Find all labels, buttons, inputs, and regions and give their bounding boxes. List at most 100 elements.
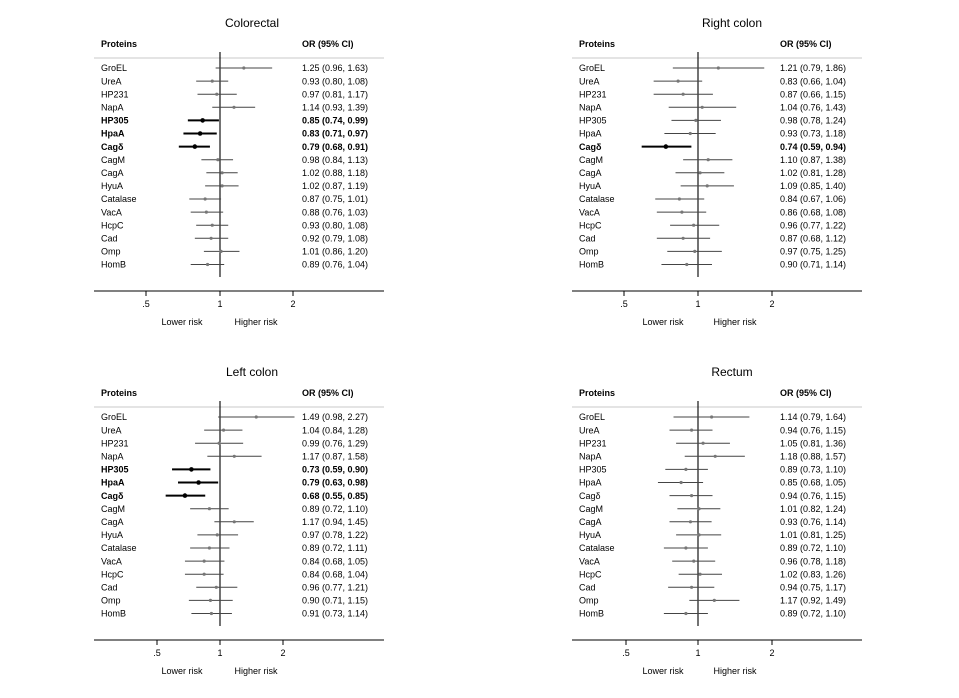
protein-label: CagA [101, 517, 124, 527]
forest-row-hcpc: HcpC 0.96 (0.77, 1.22) [579, 220, 846, 230]
or-ci-header: OR (95% CI) [302, 388, 354, 398]
point-estimate-marker [700, 105, 704, 109]
protein-label: NapA [579, 103, 602, 113]
protein-label: VacA [579, 556, 600, 566]
or-ci-value: 0.96 (0.77, 1.22) [780, 220, 846, 230]
or-ci-value: 0.89 (0.72, 1.10) [302, 504, 368, 514]
protein-label: CagM [101, 155, 125, 165]
point-estimate-marker [698, 171, 702, 175]
protein-label: UreA [101, 425, 122, 435]
or-ci-value: 1.05 (0.81, 1.36) [780, 438, 846, 448]
forest-row-hp231: HP231 1.05 (0.81, 1.36) [579, 438, 846, 448]
or-ci-value: 1.17 (0.94, 1.45) [302, 517, 368, 527]
forest-row-urea: UreA 1.04 (0.84, 1.28) [101, 425, 368, 435]
forest-row-napa: NapA 1.04 (0.76, 1.43) [579, 103, 846, 113]
point-estimate-marker [701, 441, 705, 445]
point-estimate-marker [189, 467, 194, 472]
protein-label: Omp [579, 247, 599, 257]
or-ci-value: 1.02 (0.83, 1.26) [780, 569, 846, 579]
protein-label: HyuA [101, 181, 123, 191]
point-estimate-marker [685, 262, 689, 267]
lower-risk-label: Lower risk [642, 666, 684, 676]
x-tick-label: 1 [695, 299, 700, 309]
forest-row-caga: CagA 0.93 (0.76, 1.14) [579, 517, 846, 527]
point-estimate-marker [677, 197, 681, 201]
or-ci-value: 0.87 (0.75, 1.01) [302, 194, 368, 204]
or-ci-value: 0.90 (0.71, 1.14) [780, 260, 846, 270]
forest-row-urea: UreA 0.94 (0.76, 1.15) [579, 425, 846, 435]
protein-label: UreA [579, 76, 600, 86]
point-estimate-marker [215, 533, 219, 537]
or-ci-value: 0.97 (0.78, 1.22) [302, 530, 368, 540]
protein-label: Omp [579, 596, 599, 606]
or-ci-value: 1.02 (0.87, 1.19) [302, 181, 368, 191]
point-estimate-marker [689, 428, 694, 432]
point-estimate-marker [209, 611, 214, 616]
forest-row-hp231: HP231 0.87 (0.66, 1.15) [579, 89, 846, 99]
point-estimate-marker [207, 507, 212, 511]
or-ci-value: 0.84 (0.68, 1.04) [302, 569, 368, 579]
x-tick-label: 2 [769, 299, 774, 309]
or-ci-value: 1.01 (0.81, 1.25) [780, 530, 846, 540]
protein-label: GroEL [101, 63, 127, 73]
point-estimate-marker [215, 92, 219, 96]
lower-risk-label: Lower risk [642, 317, 684, 327]
forest-row-catalase: Catalase 0.89 (0.72, 1.11) [101, 543, 367, 553]
protein-label: HcpC [101, 220, 124, 230]
protein-label: HpaA [579, 478, 602, 488]
x-tick-label: .5 [142, 299, 150, 309]
protein-label: Catalase [579, 543, 615, 553]
forest-row-homb: HomB 0.90 (0.71, 1.14) [579, 260, 846, 270]
or-ci-value: 1.04 (0.84, 1.28) [302, 425, 368, 435]
forest-row-hyua: HyuA 1.02 (0.87, 1.19) [101, 181, 368, 191]
point-estimate-marker [192, 144, 198, 149]
point-estimate-marker [232, 105, 236, 109]
protein-label: CagM [579, 504, 603, 514]
forest-row-cagm: CagM 1.10 (0.87, 1.38) [579, 155, 846, 165]
point-estimate-marker [220, 184, 224, 188]
protein-label: HpaA [579, 129, 602, 139]
protein-label: Omp [101, 596, 121, 606]
protein-label: UreA [579, 425, 600, 435]
forest-row-hyua: HyuA 1.09 (0.85, 1.40) [579, 181, 846, 191]
forest-row-caga: CagA 1.02 (0.81, 1.28) [579, 168, 846, 178]
or-ci-value: 1.04 (0.76, 1.43) [780, 103, 846, 113]
point-estimate-marker [208, 598, 213, 602]
x-tick-label: 2 [290, 299, 295, 309]
protein-label: Cagδ [579, 142, 602, 152]
proteins-header: Proteins [101, 388, 137, 398]
forest-row-hp231: HP231 0.99 (0.76, 1.29) [101, 438, 368, 448]
x-tick-label: 1 [695, 648, 700, 658]
protein-label: HpaA [101, 129, 125, 139]
forest-row-omp: Omp 1.17 (0.92, 1.49) [579, 596, 846, 606]
point-estimate-marker [207, 546, 212, 550]
protein-label: VacA [101, 556, 122, 566]
point-estimate-marker [713, 454, 717, 458]
protein-label: CagM [579, 155, 603, 165]
forest-row-omp: Omp 0.97 (0.75, 1.25) [579, 247, 846, 257]
or-ci-value: 1.49 (0.98, 2.27) [302, 412, 368, 422]
or-ci-value: 0.74 (0.59, 0.94) [780, 142, 846, 152]
panel-title: Right colon [702, 16, 762, 30]
forest-row-cagδ: Cagδ 0.74 (0.59, 0.94) [579, 142, 846, 152]
lower-risk-label: Lower risk [161, 317, 203, 327]
or-ci-value: 0.89 (0.72, 1.11) [302, 543, 367, 553]
forest-row-napa: NapA 1.14 (0.93, 1.39) [101, 103, 368, 113]
or-ci-value: 0.94 (0.75, 1.17) [780, 583, 846, 593]
point-estimate-marker [200, 118, 205, 123]
forest-row-homb: HomB 0.89 (0.72, 1.10) [579, 609, 846, 619]
protein-label: NapA [101, 452, 124, 462]
forest-row-cagδ: Cagδ 0.94 (0.76, 1.15) [579, 491, 846, 501]
point-estimate-marker [196, 480, 201, 485]
or-ci-value: 0.98 (0.78, 1.24) [780, 116, 846, 126]
point-estimate-marker [689, 494, 694, 498]
protein-label: GroEL [579, 412, 605, 422]
point-estimate-marker [676, 79, 680, 83]
protein-label: HomB [101, 260, 126, 270]
forest-row-vaca: VacA 0.84 (0.68, 1.05) [101, 556, 368, 566]
panel-colorectal: Colorectal Proteins OR (95% CI) .5 1 2 Lower r… [94, 16, 384, 327]
or-ci-value: 0.73 (0.59, 0.90) [302, 465, 368, 475]
panel-right-colon: Right colon Proteins OR (95% CI) .5 1 2 Lower … [572, 16, 862, 327]
proteins-header: Proteins [101, 39, 137, 49]
point-estimate-marker [684, 467, 688, 471]
